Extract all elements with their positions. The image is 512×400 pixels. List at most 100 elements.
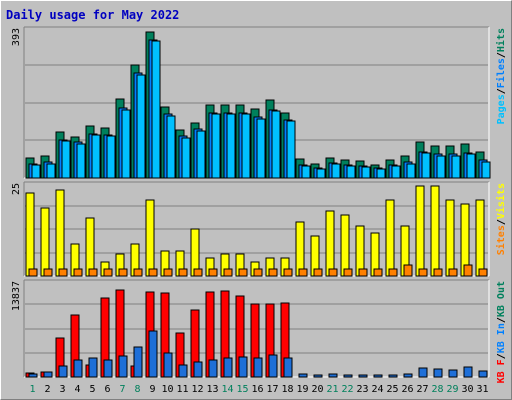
bar (136, 74, 146, 179)
bar (376, 168, 386, 179)
legend-part: / (496, 52, 507, 58)
legend-part: / (496, 88, 507, 94)
x-tick-label: 11 (176, 384, 188, 395)
bar (358, 268, 368, 277)
x-tick-label: 29 (446, 384, 458, 395)
bar (391, 165, 401, 179)
bar (118, 268, 128, 277)
x-tick-label: 5 (89, 384, 95, 395)
x-tick-label: 15 (236, 384, 248, 395)
x-tick-label: 7 (119, 384, 125, 395)
bar (28, 268, 38, 277)
bar (313, 268, 323, 277)
bar (403, 264, 413, 277)
bar (58, 268, 68, 277)
bar (148, 330, 158, 378)
x-tick-label: 31 (476, 384, 488, 395)
legend-part: KB F (496, 359, 507, 383)
bar (31, 164, 41, 179)
bar (316, 168, 326, 179)
bar (328, 268, 338, 277)
bar (421, 152, 431, 179)
bar (373, 268, 383, 277)
bar (103, 268, 113, 277)
bar (448, 369, 458, 378)
bar (433, 368, 443, 378)
bar (373, 374, 383, 378)
x-tick-label: 30 (461, 384, 473, 395)
bar (226, 113, 236, 179)
bar (43, 268, 53, 277)
x-tick-labels: 1 2 3 4 5 6 7 8 9 10 11 12 13 14 15 16 17 18 19 20 21 22 23 24 2… (29, 384, 488, 395)
bar (268, 268, 278, 277)
bar (121, 109, 131, 179)
bar (301, 165, 311, 179)
bar (241, 113, 251, 179)
bar (283, 268, 293, 277)
bar (268, 354, 278, 378)
x-tick-label: 22 (341, 384, 353, 395)
legend-part: Files (495, 58, 507, 88)
x-tick-label: 6 (104, 384, 110, 395)
bar (193, 268, 203, 277)
x-tick-label: 14 (221, 384, 233, 395)
bar (178, 364, 188, 378)
bar (253, 268, 263, 277)
bar (253, 357, 263, 378)
bar (256, 118, 266, 179)
legend-part: Sites (495, 225, 507, 255)
bar (343, 268, 353, 277)
legend-part: / (496, 317, 507, 323)
legend-part: KB In (496, 323, 507, 353)
bar (106, 135, 116, 179)
x-tick-label: 3 (59, 384, 65, 395)
legend-part: / (496, 353, 507, 359)
bar (28, 373, 38, 378)
x-tick-label: 2 (44, 384, 50, 395)
x-tick-label: 16 (251, 384, 263, 395)
bar (58, 365, 68, 378)
x-tick-label: 10 (161, 384, 173, 395)
x-tick-label: 19 (296, 384, 308, 395)
bar (118, 355, 128, 378)
x-tick-label: 25 (386, 384, 398, 395)
bar (73, 359, 83, 378)
series-sites (28, 264, 488, 277)
bar (88, 357, 98, 378)
bar (181, 137, 191, 179)
bar (448, 268, 458, 277)
x-tick-label: 23 (356, 384, 368, 395)
bar (481, 161, 491, 179)
panel-visits_sites: 25 Sites/Visits (11, 181, 507, 277)
x-tick-label: 9 (149, 384, 155, 395)
bar (238, 268, 248, 277)
bar (436, 155, 446, 179)
bar (463, 264, 473, 277)
x-tick-label: 17 (266, 384, 278, 395)
bar (328, 373, 338, 378)
bar (61, 140, 71, 179)
bar (43, 371, 53, 378)
bar (193, 361, 203, 378)
bar (331, 163, 341, 179)
legend-part: Hits (495, 28, 507, 52)
axis-legend-label: KB F/KB In/KB Out (496, 281, 507, 383)
bar (451, 155, 461, 179)
bar (166, 115, 176, 179)
x-tick-label: 21 (326, 384, 338, 395)
bar (196, 130, 206, 179)
bar (433, 268, 443, 277)
bar (91, 134, 101, 179)
legend-part: KB Out (496, 281, 507, 317)
bar (466, 153, 476, 179)
bar (208, 268, 218, 277)
panels-layer: 393Pages/Files/Hits25Sites/Visits13837KB… (11, 26, 507, 383)
bar (403, 373, 413, 378)
bar (133, 346, 143, 378)
bar (406, 163, 416, 179)
bar (163, 352, 173, 378)
bar (463, 366, 473, 378)
bar (478, 268, 488, 277)
